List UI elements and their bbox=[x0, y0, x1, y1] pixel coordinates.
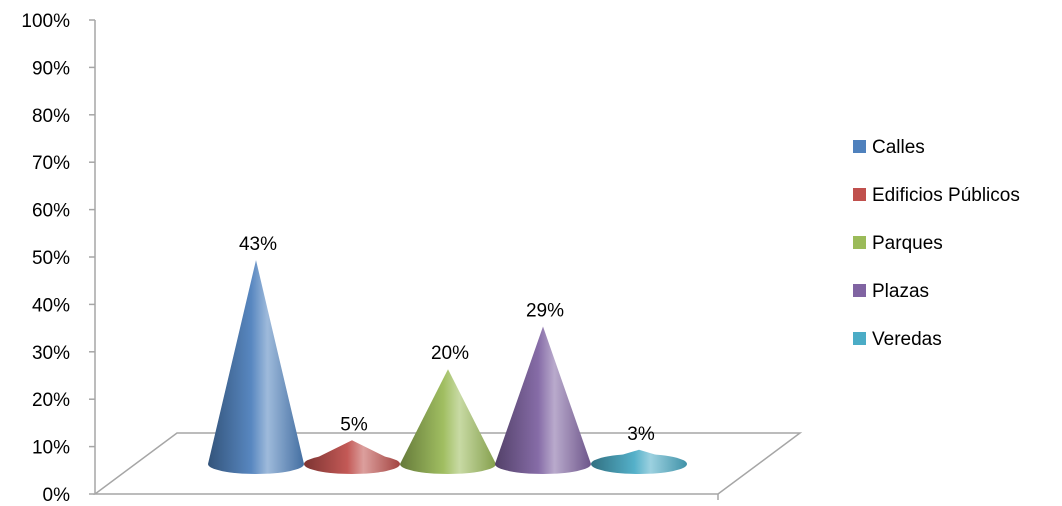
legend-item: Plazas bbox=[853, 281, 929, 302]
y-tick-label: 60% bbox=[32, 201, 70, 222]
legend-swatch bbox=[853, 332, 866, 345]
legend-item: Parques bbox=[853, 233, 943, 254]
cone-body bbox=[208, 260, 304, 474]
legend-item: Veredas bbox=[853, 329, 942, 350]
legend-label: Plazas bbox=[872, 281, 929, 302]
cone-body bbox=[400, 369, 496, 474]
data-label: 29% bbox=[526, 301, 564, 322]
legend-swatch bbox=[853, 236, 866, 249]
y-tick-label: 50% bbox=[32, 248, 70, 269]
y-tick-label: 90% bbox=[32, 58, 70, 79]
y-tick-label: 20% bbox=[32, 390, 70, 411]
data-label: 3% bbox=[627, 424, 655, 445]
legend-item: Edificios Públicos bbox=[853, 185, 1020, 206]
y-tick-label: 10% bbox=[32, 438, 70, 459]
y-tick-label: 100% bbox=[21, 11, 70, 32]
cone-body bbox=[495, 326, 591, 474]
legend-label: Edificios Públicos bbox=[872, 185, 1020, 206]
cone-veredas bbox=[591, 449, 687, 474]
cone-parques bbox=[400, 369, 496, 474]
legend-swatch bbox=[853, 188, 866, 201]
data-label: 5% bbox=[340, 414, 368, 435]
cones-group bbox=[208, 260, 687, 474]
y-tick-label: 70% bbox=[32, 153, 70, 174]
y-tick-label: 80% bbox=[32, 106, 70, 127]
cone-edificios-publicos bbox=[304, 440, 400, 474]
legend-item: Calles bbox=[853, 137, 925, 158]
y-tick-label: 0% bbox=[43, 485, 71, 506]
cone-plazas bbox=[495, 326, 591, 474]
cone-body bbox=[591, 449, 687, 464]
legend-label: Veredas bbox=[872, 329, 942, 350]
data-labels-group: 43% 5% 20% 29% 3% bbox=[239, 234, 655, 445]
legend-label: Calles bbox=[872, 137, 925, 158]
data-label: 20% bbox=[431, 343, 469, 364]
y-tick-label: 40% bbox=[32, 295, 70, 316]
data-label: 43% bbox=[239, 234, 277, 255]
chart-floor bbox=[92, 432, 803, 495]
y-axis-ticks: 0% 10% 20% 30% 40% 50% 60% 70% 80% 90% 100% bbox=[21, 11, 95, 506]
legend-swatch bbox=[853, 284, 866, 297]
legend-swatch bbox=[853, 140, 866, 153]
cone-body bbox=[304, 440, 400, 464]
cone-calles bbox=[208, 260, 304, 474]
legend: Calles Edificios Públicos Parques Plazas Ver… bbox=[853, 137, 1020, 350]
y-tick-label: 30% bbox=[32, 343, 70, 364]
legend-label: Parques bbox=[872, 233, 943, 254]
